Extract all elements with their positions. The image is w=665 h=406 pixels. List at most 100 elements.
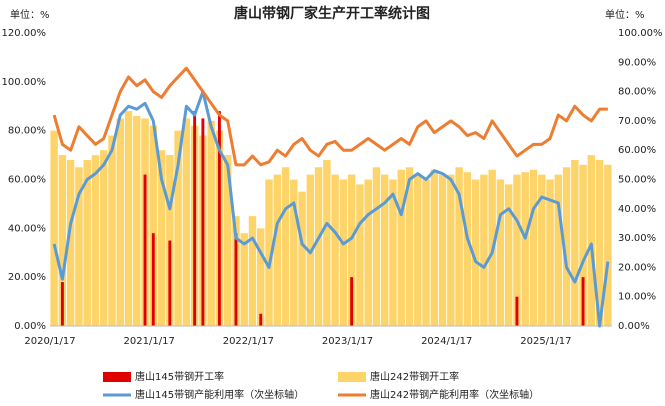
bar [455, 167, 463, 326]
bar [58, 155, 67, 326]
bar [149, 125, 158, 327]
y2-tick-label: 0.00% [618, 321, 650, 332]
x-tick-label: 2025/1/17 [520, 336, 571, 347]
line [52, 90, 610, 328]
y2-tick-label: 20.00% [618, 262, 656, 273]
bar [571, 159, 579, 326]
bar [515, 296, 519, 326]
bar [273, 174, 281, 326]
legend-label: 唐山145带钢产能利用率（次坐标轴） [135, 388, 304, 401]
y2-tick-label: 100.00% [618, 28, 663, 39]
y2-unit-label: 单位：% [605, 8, 645, 21]
bar [438, 174, 447, 326]
bar [116, 118, 124, 326]
y2-tick-label: 80.00% [618, 87, 656, 98]
bar [587, 155, 596, 326]
bar [75, 167, 83, 326]
x-tick-label: 2020/1/17 [24, 336, 75, 347]
bar [350, 277, 354, 326]
y-tick-label: 0.00% [14, 321, 46, 332]
y-tick-label: 100.00% [2, 77, 47, 88]
bar [259, 313, 263, 326]
legend-label: 唐山242带钢开工率 [370, 370, 459, 383]
bar [504, 184, 513, 326]
bar [174, 130, 182, 326]
bar [347, 174, 356, 326]
y2-tick-label: 70.00% [618, 116, 656, 127]
bar [604, 164, 612, 326]
bar [521, 172, 529, 326]
bar [248, 216, 257, 326]
legend-label: 唐山145带钢开工率 [135, 370, 224, 383]
bar [579, 164, 587, 326]
y2-tick-label: 30.00% [618, 233, 656, 244]
bar [257, 228, 265, 326]
bar [50, 130, 58, 326]
y-tick-label: 60.00% [8, 175, 46, 186]
x-tick-label: 2021/1/17 [124, 336, 175, 347]
x-tick-label: 2023/1/17 [322, 336, 373, 347]
bar [397, 169, 405, 326]
legend-swatch [103, 372, 131, 382]
bar [298, 191, 306, 326]
bar [447, 174, 455, 326]
bar [143, 174, 147, 326]
bar [496, 179, 505, 326]
bar [168, 240, 172, 326]
line [52, 66, 608, 167]
bar [422, 179, 430, 326]
bar [480, 174, 488, 326]
bar [381, 174, 389, 326]
y2-tick-label: 60.00% [618, 145, 656, 156]
bar [290, 179, 298, 326]
bar [240, 233, 248, 326]
bar [538, 174, 546, 326]
bar [389, 179, 397, 326]
bar [83, 159, 91, 326]
bar [234, 233, 238, 326]
bar [193, 111, 197, 326]
bar [151, 233, 155, 326]
y-unit-label: 单位：% [10, 8, 50, 21]
bar [430, 169, 439, 326]
bar [554, 174, 562, 326]
bar [265, 179, 273, 326]
bar [546, 179, 554, 326]
legend-swatch [338, 372, 366, 382]
bar [339, 179, 348, 326]
y-tick-label: 20.00% [8, 272, 46, 283]
bar [201, 118, 205, 326]
bar [471, 179, 480, 326]
y-tick-label: 120.00% [2, 28, 47, 39]
bar [529, 169, 538, 326]
y2-tick-label: 90.00% [618, 57, 656, 68]
bar [356, 184, 364, 326]
bar [157, 150, 166, 326]
bar [323, 159, 331, 326]
bar [124, 111, 133, 326]
bar [331, 174, 339, 326]
x-tick-label: 2022/1/17 [223, 336, 274, 347]
y2-tick-label: 10.00% [618, 292, 656, 303]
bar [60, 282, 64, 326]
y2-tick-label: 40.00% [618, 204, 656, 215]
bar [372, 167, 381, 326]
chart-title: 唐山带钢厂家生产开工率统计图 [234, 5, 430, 22]
bar [281, 167, 290, 326]
bar [217, 111, 221, 326]
bar [463, 172, 472, 326]
bar [182, 118, 191, 326]
bar [166, 155, 174, 326]
bar [513, 174, 521, 326]
bar [405, 167, 414, 326]
y-tick-label: 80.00% [8, 126, 46, 137]
bar [100, 150, 108, 326]
bar [314, 167, 323, 326]
bar [581, 277, 585, 326]
bar [66, 159, 75, 326]
bar [207, 120, 215, 327]
y2-tick-label: 50.00% [618, 175, 656, 186]
bar [133, 116, 141, 327]
bar [414, 174, 422, 326]
